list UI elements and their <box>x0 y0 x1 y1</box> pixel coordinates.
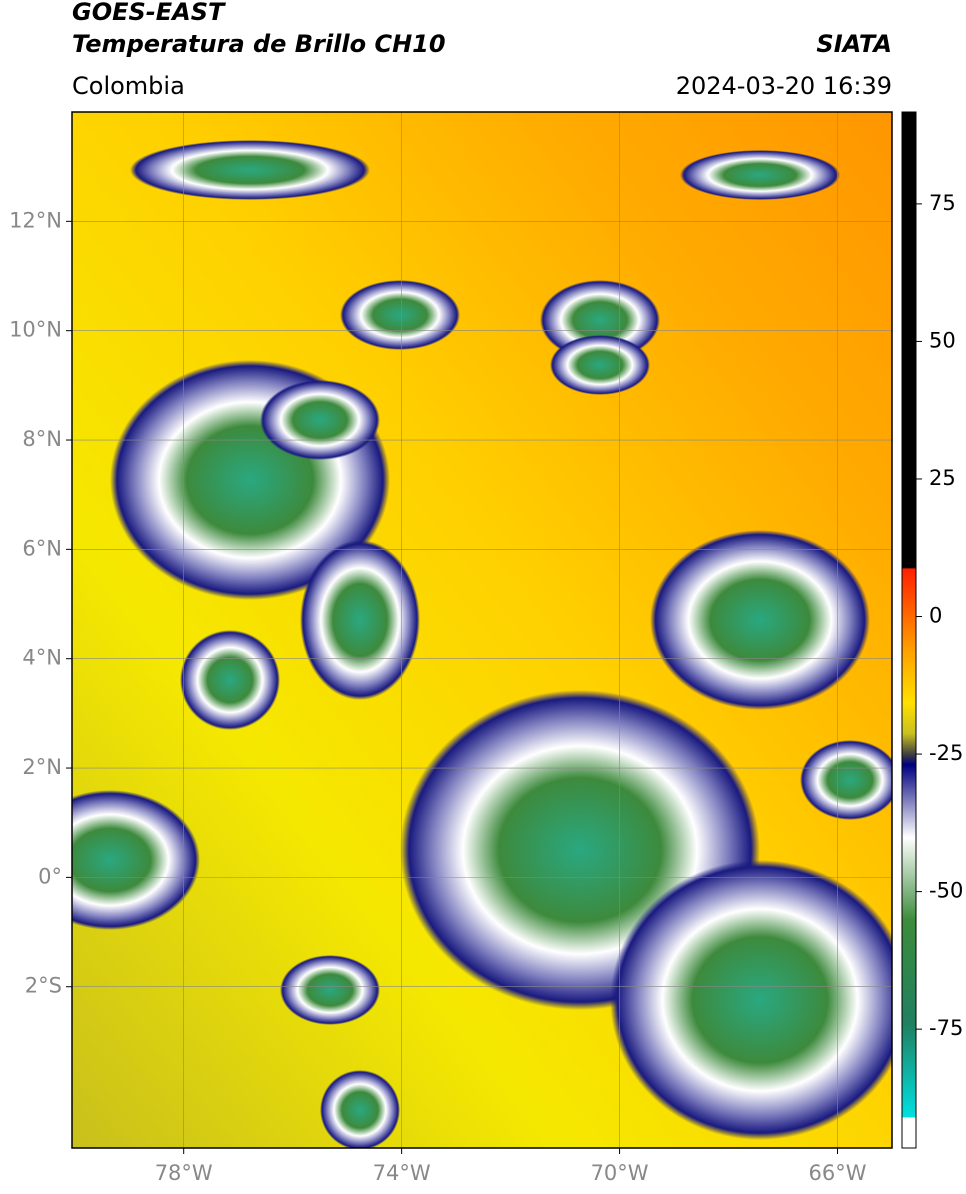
y-tick-label: 8°N <box>22 427 62 451</box>
colorbar-tick-label: 0 <box>929 604 942 628</box>
x-tick-label: 74°W <box>373 1161 431 1185</box>
colorbar-tick-label: 75 <box>929 191 956 215</box>
colorbar-tick-label: -75 <box>929 1016 963 1040</box>
title: GOES-EAST <box>72 0 226 26</box>
y-tick-label: 0° <box>38 864 62 888</box>
map-imagery <box>72 112 892 1148</box>
y-tick-label: 2°N <box>22 755 62 779</box>
y-tick-label: 6°N <box>22 536 62 560</box>
y-tick-label: 2°S <box>25 974 62 998</box>
y-tick-label: 10°N <box>9 318 62 342</box>
agency: SIATA <box>816 30 892 58</box>
x-tick-label: 70°W <box>591 1161 649 1185</box>
colorbar <box>901 111 917 1149</box>
title: Temperatura de Brillo CH10 <box>72 30 446 58</box>
region: Colombia <box>72 72 185 100</box>
x-tick-label: 66°W <box>809 1161 867 1185</box>
colorbar-tick-label: -50 <box>929 879 963 903</box>
timestamp: 2024-03-20 16:39 <box>676 72 892 100</box>
colorbar-tick-label: 50 <box>929 328 956 352</box>
y-tick-label: 4°N <box>22 646 62 670</box>
x-tick-label: 78°W <box>155 1161 213 1185</box>
colorbar-tick-label: 25 <box>929 466 956 490</box>
y-tick-label: 12°N <box>9 208 62 232</box>
colorbar-tick-label: -25 <box>929 741 963 765</box>
map-frame <box>71 111 893 1149</box>
